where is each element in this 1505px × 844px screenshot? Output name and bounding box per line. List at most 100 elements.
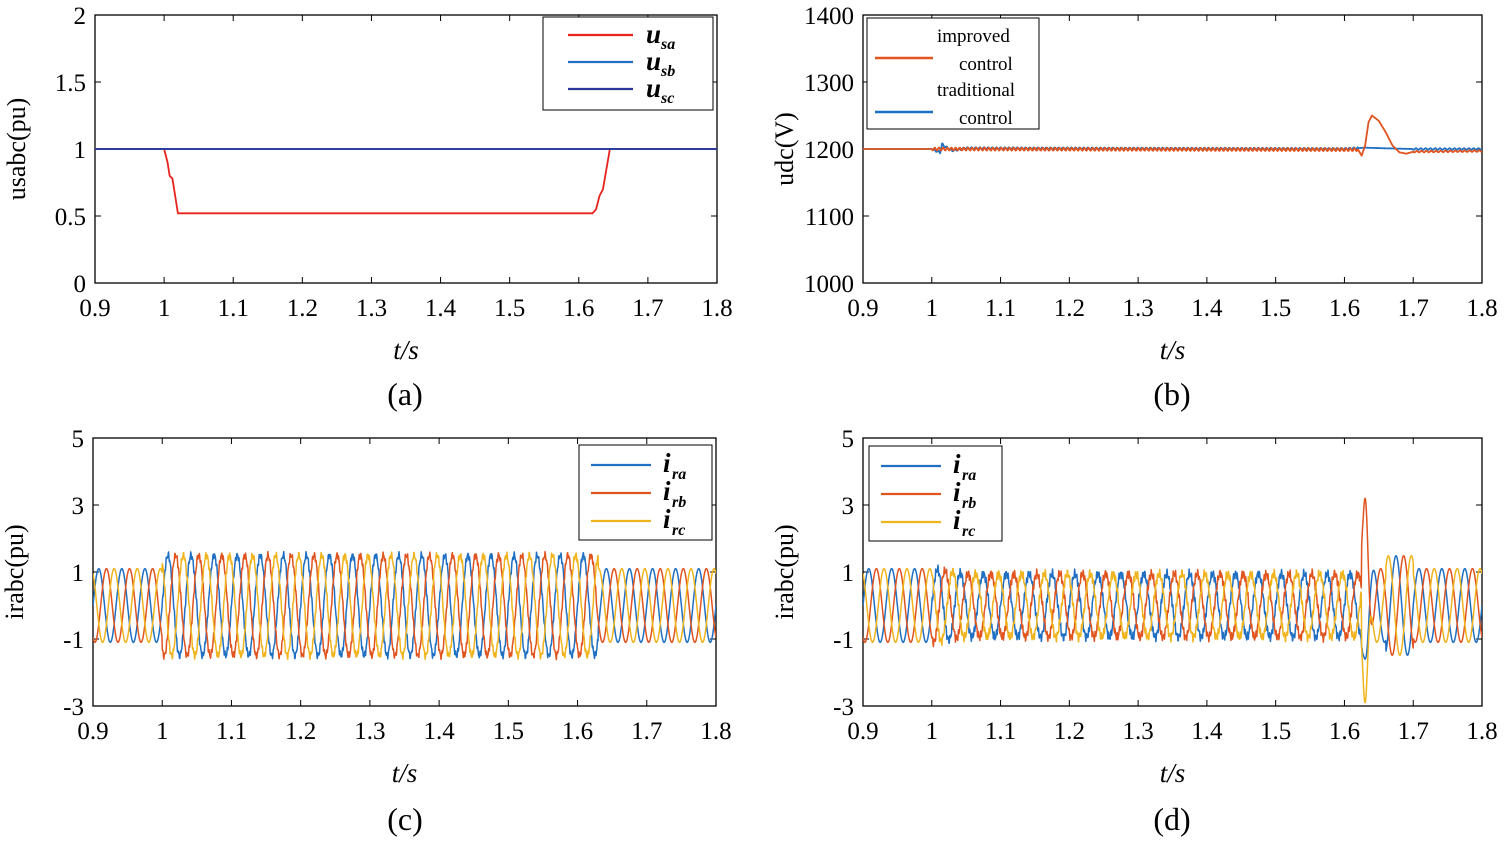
x-tick-label: 1.8 — [1466, 718, 1497, 745]
y-tick-label: 0 — [74, 271, 87, 298]
x-tick-label: 0.9 — [847, 295, 878, 322]
y-tick-label: -1 — [63, 627, 84, 654]
x-tick-label: 1.3 — [1122, 295, 1153, 322]
legend-label: i — [663, 448, 671, 478]
x-tick-label: 1.7 — [632, 295, 663, 322]
caption: (c) — [387, 801, 423, 837]
x-tick-label: 1.8 — [700, 718, 731, 745]
x-axis-label: t/s — [392, 758, 418, 788]
y-tick-label: 1300 — [804, 70, 854, 97]
x-tick-label: 1 — [156, 718, 169, 745]
plot-area — [863, 114, 1482, 157]
x-tick-label: 1.4 — [1191, 718, 1223, 745]
legend-label-line1: traditional — [937, 80, 1015, 101]
series-line-rc — [93, 551, 716, 661]
plot-area — [863, 497, 1482, 704]
x-tick-label: 1.7 — [1398, 718, 1429, 745]
series-line-rc — [863, 555, 1482, 704]
x-tick-label: 1.2 — [287, 295, 318, 322]
legend-label-line2: control — [959, 108, 1013, 129]
y-tick-label: 1.5 — [55, 70, 86, 97]
y-tick-label: 1000 — [804, 271, 854, 298]
legend-label: i — [953, 505, 961, 535]
legend-label: i — [953, 477, 961, 507]
y-tick-label: 5 — [842, 426, 855, 453]
y-tick-label: -1 — [833, 627, 854, 654]
legend-label: u — [646, 73, 661, 103]
legend-label-sub: rb — [962, 495, 976, 512]
x-tick-label: 1.3 — [354, 718, 385, 745]
legend-label-sub: ra — [672, 466, 686, 483]
x-tick-label: 1.5 — [1260, 295, 1291, 322]
legend-label-sub: sc — [660, 90, 674, 107]
x-tick-label: 1.3 — [356, 295, 387, 322]
legend-label-sub: rb — [672, 494, 686, 511]
y-tick-label: 1100 — [805, 204, 854, 231]
legend-label-sub: sb — [660, 63, 675, 80]
y-tick-label: 1200 — [804, 137, 854, 164]
series-line-sa — [95, 148, 717, 215]
y-tick-label: 1 — [72, 560, 85, 587]
x-tick-label: 0.9 — [77, 718, 108, 745]
legend-label-line1: improved — [937, 26, 1010, 47]
x-tick-label: 1.4 — [1191, 295, 1223, 322]
legend-label-sub: sa — [660, 36, 675, 53]
x-tick-label: 0.9 — [847, 718, 878, 745]
series-line-ra — [863, 555, 1482, 660]
y-tick-label: -3 — [833, 694, 854, 721]
x-tick-label: 1 — [158, 295, 171, 322]
legend-label-line2: control — [959, 54, 1013, 75]
chart-b: 0.9 1 1.1 1.2 1.3 1.4 1.5 1.6 1.7 1.8 1000 1100 1200… — [770, 3, 1498, 412]
series-line-rb — [863, 497, 1482, 656]
legend-label-sub: ra — [962, 467, 976, 484]
x-tick-label: 1.5 — [493, 718, 524, 745]
legend-box — [542, 16, 714, 111]
legend-label-sub: rc — [672, 522, 685, 539]
y-tick-label: 3 — [72, 493, 85, 520]
legend-label: i — [953, 449, 961, 479]
chart-c: 0.9 1 1.1 1.2 1.3 1.4 1.5 1.6 1.7 1.8-3-1135t/sir… — [0, 426, 732, 837]
caption: (a) — [387, 376, 423, 412]
plot-area — [93, 550, 716, 661]
x-tick-label: 1.1 — [985, 295, 1016, 322]
y-tick-label: 1 — [842, 560, 855, 587]
x-tick-label: 0.9 — [79, 295, 110, 322]
y-axis-label: irabc(pu) — [770, 524, 799, 619]
x-tick-label: 1.5 — [1260, 718, 1291, 745]
y-tick-label: 2 — [74, 3, 87, 30]
x-tick-label: 1.3 — [1122, 718, 1153, 745]
y-axis-label: usabc(pu) — [2, 98, 31, 201]
x-axis-label: t/s — [1160, 758, 1186, 788]
x-tick-label: 1.8 — [1466, 295, 1497, 322]
caption: (b) — [1153, 376, 1190, 412]
legend-label-sub: rc — [962, 523, 975, 540]
x-tick-label: 1.6 — [563, 295, 594, 322]
x-tick-label: 1.2 — [1054, 718, 1085, 745]
x-tick-label: 1.1 — [985, 718, 1016, 745]
caption: (d) — [1153, 801, 1190, 837]
chart-d: 0.9 1 1.1 1.2 1.3 1.4 1.5 1.6 1.7 1.8-3-1135t/sir… — [770, 426, 1498, 837]
y-tick-label: 5 — [72, 426, 85, 453]
legend-box — [866, 17, 1040, 130]
series-line-s0 — [863, 114, 1482, 157]
x-tick-label: 1 — [926, 295, 939, 322]
x-tick-label: 1.5 — [494, 295, 525, 322]
x-tick-label: 1.8 — [701, 295, 732, 322]
x-tick-label: 1.2 — [285, 718, 316, 745]
x-tick-label: 1.6 — [1329, 718, 1360, 745]
y-axis-label: irabc(pu) — [0, 524, 29, 619]
x-tick-label: 1.6 — [562, 718, 593, 745]
chart-a: 0.9 1 1.1 1.2 1.3 1.4 1.5 1.6 1.7 1.8 0 0.5 1 1.5 2 t/s… — [2, 3, 733, 412]
legend-label: u — [646, 19, 661, 49]
x-tick-label: 1.4 — [425, 295, 457, 322]
x-tick-label: 1.1 — [218, 295, 249, 322]
y-tick-label: -3 — [63, 694, 84, 721]
x-tick-label: 1.7 — [631, 718, 662, 745]
x-axis-label: t/s — [1160, 335, 1186, 365]
series-line-rb — [93, 550, 716, 661]
x-tick-label: 1.2 — [1054, 295, 1085, 322]
x-axis-label: t/s — [393, 335, 419, 365]
plot-area — [95, 148, 717, 215]
y-tick-label: 3 — [842, 493, 855, 520]
